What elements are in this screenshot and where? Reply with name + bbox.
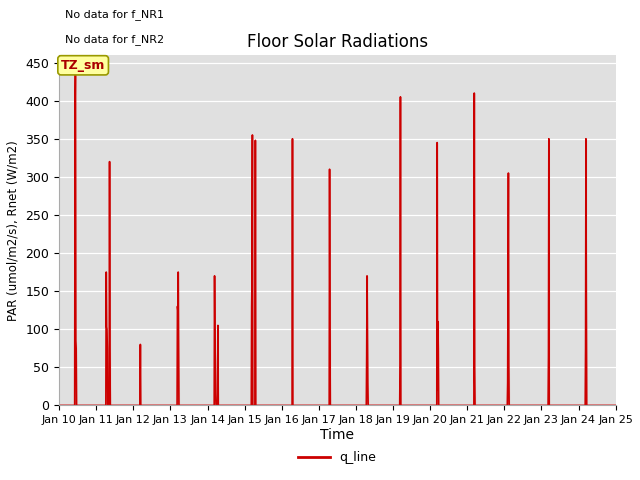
Title: Floor Solar Radiations: Floor Solar Radiations — [247, 33, 428, 51]
Text: No data for f_NR2: No data for f_NR2 — [65, 34, 164, 45]
Text: No data for f_NR1: No data for f_NR1 — [65, 10, 164, 20]
X-axis label: Time: Time — [321, 428, 355, 442]
Y-axis label: PAR (umol/m2/s), Rnet (W/m2): PAR (umol/m2/s), Rnet (W/m2) — [7, 140, 20, 321]
Text: TZ_sm: TZ_sm — [61, 59, 106, 72]
Legend: q_line: q_line — [293, 446, 381, 469]
